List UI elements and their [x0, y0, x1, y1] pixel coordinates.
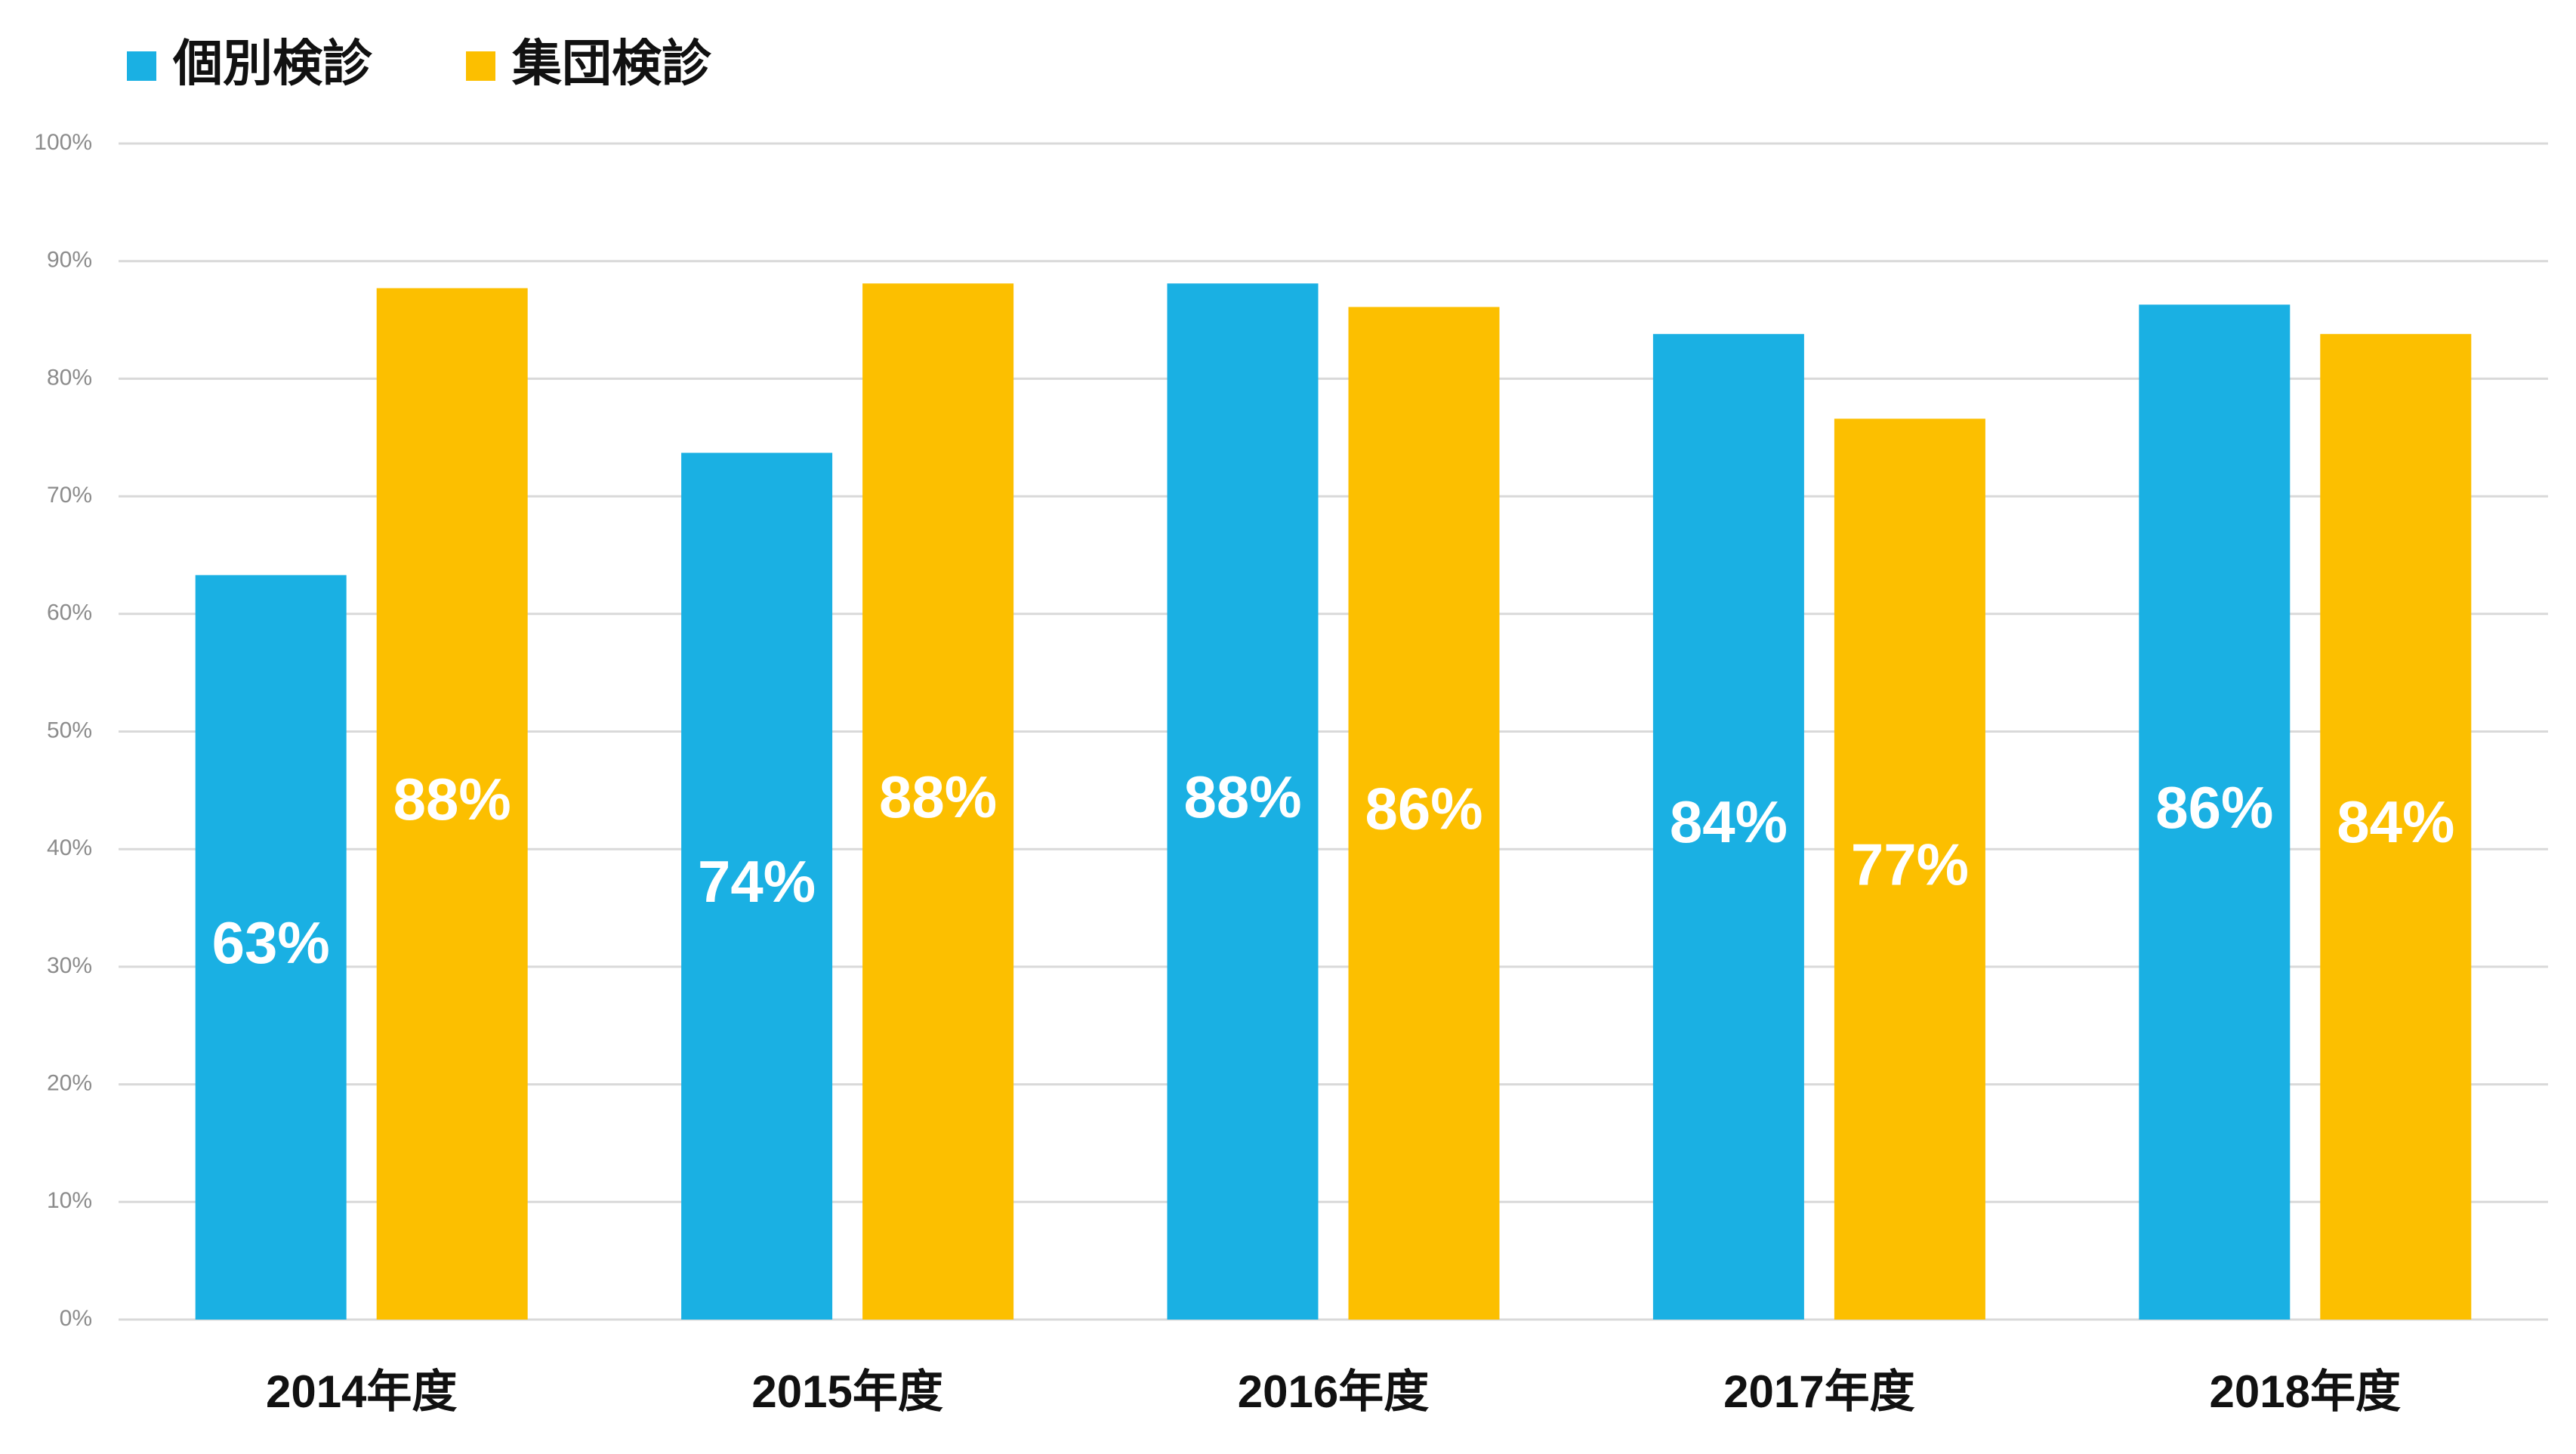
legend-label: 集団検診	[511, 35, 712, 91]
x-tick-label: 2017年度	[1723, 1366, 1914, 1417]
y-tick-label: 20%	[47, 1071, 92, 1096]
legend-swatch	[127, 51, 156, 81]
x-tick-label: 2015年度	[751, 1366, 942, 1417]
value-label: 88%	[879, 764, 997, 830]
bar	[1167, 283, 1319, 1320]
y-tick-label: 0%	[60, 1306, 92, 1331]
y-tick-label: 70%	[47, 483, 92, 508]
x-tick-label: 2014年度	[266, 1366, 457, 1417]
bar	[376, 288, 528, 1320]
value-label: 86%	[1365, 775, 1482, 841]
x-tick-label: 2016年度	[1238, 1366, 1429, 1417]
value-label: 63%	[212, 909, 330, 976]
y-tick-label: 80%	[47, 365, 92, 390]
value-label: 86%	[2155, 774, 2273, 841]
y-tick-label: 40%	[47, 835, 92, 860]
bar	[1652, 334, 1804, 1320]
bar	[1348, 307, 1500, 1320]
bar	[2320, 334, 2472, 1320]
bar	[681, 452, 833, 1320]
x-tick-label: 2018年度	[2210, 1366, 2401, 1417]
y-tick-label: 90%	[47, 248, 92, 273]
bar	[862, 283, 1014, 1320]
value-label: 74%	[698, 848, 816, 915]
value-label: 84%	[1670, 789, 1788, 855]
y-tick-label: 60%	[47, 600, 92, 625]
bar	[2139, 304, 2291, 1320]
y-tick-label: 30%	[47, 953, 92, 978]
y-tick-label: 50%	[47, 718, 92, 742]
value-label: 88%	[393, 766, 511, 832]
legend-swatch	[466, 51, 495, 81]
value-label: 84%	[2337, 789, 2454, 855]
y-tick-label: 10%	[47, 1188, 92, 1213]
bar	[195, 575, 347, 1320]
value-label: 88%	[1183, 764, 1301, 830]
value-label: 77%	[1851, 831, 1969, 897]
legend-label: 個別検診	[172, 35, 373, 91]
bar	[1834, 418, 1985, 1320]
y-tick-label: 100%	[34, 130, 92, 155]
